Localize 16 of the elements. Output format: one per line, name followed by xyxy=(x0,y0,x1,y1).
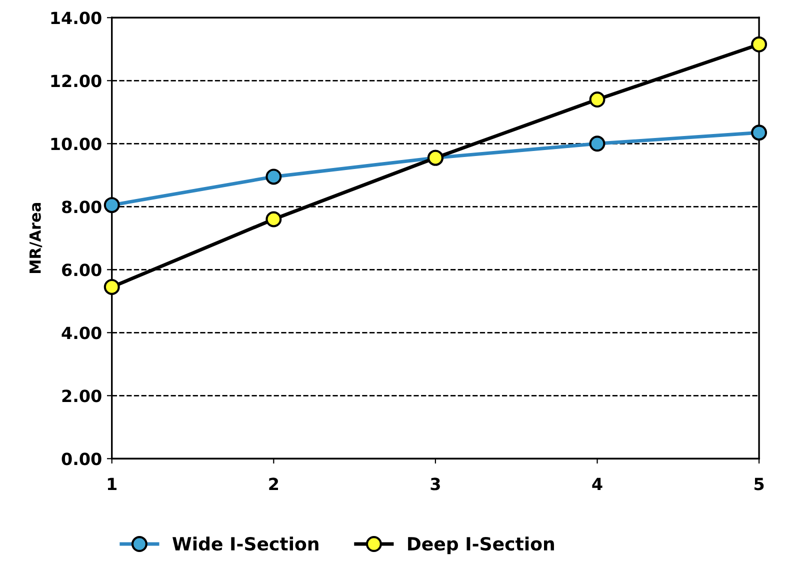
y-tick-label: 10.00 xyxy=(51,138,102,150)
x-tick-label: 1 xyxy=(108,478,117,490)
x-tick-label: 5 xyxy=(754,478,764,490)
x-tick-label: 4 xyxy=(592,478,602,490)
x-tick-label: 2 xyxy=(269,478,278,490)
y-tick-label: 8.00 xyxy=(62,200,102,214)
y-tick-label: 0.00 xyxy=(62,452,102,466)
y-tick-label: 14.00 xyxy=(51,12,102,24)
y-tick-label: 4.00 xyxy=(62,326,102,340)
y-axis-title: MR/Area xyxy=(30,203,42,274)
legend-label: Deep I-Section xyxy=(408,536,554,554)
x-tick-label: 3 xyxy=(430,478,440,490)
legend-label: Wide I-Section xyxy=(172,536,318,551)
y-tick-label: 6.00 xyxy=(62,264,102,276)
y-tick-label: 2.00 xyxy=(62,390,102,402)
y-tick-label: 12.00 xyxy=(51,74,102,88)
